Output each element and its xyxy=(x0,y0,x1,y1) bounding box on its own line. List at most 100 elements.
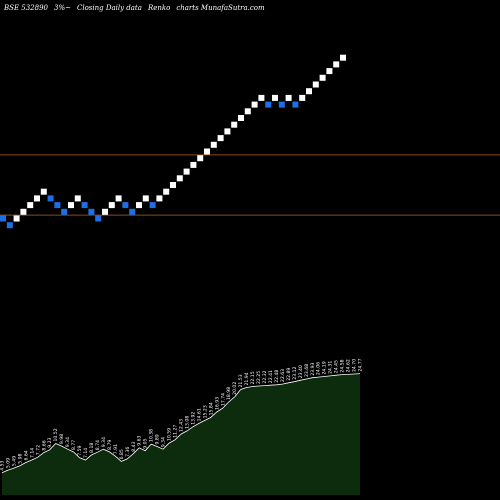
volume-label-32: 13.92 xyxy=(190,412,196,425)
volume-label-36: 16.93 xyxy=(214,397,220,410)
renko-brick-27 xyxy=(183,168,190,175)
volume-label-50: 23.40 xyxy=(298,365,304,378)
volume-label-13: 7.59 xyxy=(77,445,83,455)
renko-brick-11 xyxy=(74,195,81,202)
volume-labels: 4.53 5.09 5.49 5.98 6.64 7.14 7.72 8.66 9.2310.5… xyxy=(0,358,364,470)
renko-brick-8 xyxy=(54,202,61,209)
volume-label-59: 24.70 xyxy=(352,359,358,372)
renko-brick-33 xyxy=(224,128,231,135)
renko-brick-30 xyxy=(204,148,210,155)
level-lines xyxy=(0,154,500,216)
renko-brick-29 xyxy=(197,155,204,162)
renko-brick-48 xyxy=(326,68,333,75)
volume-label-46: 22.48 xyxy=(274,370,280,383)
renko-brick-12 xyxy=(81,202,88,209)
volume-label-34: 15.23 xyxy=(202,405,208,418)
volume-label-1: 5.09 xyxy=(6,458,12,468)
volume-label-55: 24.31 xyxy=(328,361,334,374)
volume-label-12: 8.77 xyxy=(71,440,77,450)
volume-label-57: 24.58 xyxy=(340,359,346,372)
renko-brick-46 xyxy=(312,81,319,88)
volume-label-39: 20.02 xyxy=(232,382,238,395)
volume-label-25: 10.38 xyxy=(149,429,155,442)
volume-label-53: 24.06 xyxy=(316,362,322,375)
renko-brick-26 xyxy=(176,175,183,182)
chart-header: BSE 532890 3%~ Closing Daily data Renko char… xyxy=(4,4,271,12)
volume-label-45: 22.41 xyxy=(268,370,274,383)
renko-brick-31 xyxy=(210,141,217,148)
volume-label-43: 22.25 xyxy=(256,371,262,384)
volume-label-44: 22.32 xyxy=(262,370,268,383)
change-label: 3%~ xyxy=(54,4,71,12)
renko-brick-17 xyxy=(115,195,122,202)
renko-brick-2 xyxy=(13,215,20,222)
volume-label-30: 12.43 xyxy=(179,419,185,432)
volume-label-5: 7.14 xyxy=(29,448,35,458)
renko-brick-36 xyxy=(244,108,251,115)
volume-label-47: 22.63 xyxy=(280,369,286,382)
data-type-label: Closing Daily data xyxy=(76,4,142,12)
volume-label-4: 6.64 xyxy=(23,450,29,460)
renko-brick-19 xyxy=(129,208,136,215)
volume-label-7: 8.66 xyxy=(41,440,47,450)
renko-brick-18 xyxy=(122,202,129,209)
renko-brick-32 xyxy=(217,135,224,142)
renko-brick-0 xyxy=(0,215,6,222)
renko-brick-13 xyxy=(88,208,95,215)
volume-label-23: 9.63 xyxy=(137,435,143,445)
volume-label-6: 7.72 xyxy=(35,445,41,455)
volume-label-52: 23.93 xyxy=(310,362,316,375)
volume-label-0: 4.53 xyxy=(0,460,6,470)
volume-label-21: 7.36 xyxy=(125,447,131,457)
renko-brick-23 xyxy=(156,195,163,202)
volume-label-2: 5.49 xyxy=(11,456,17,466)
volume-line xyxy=(1,373,361,474)
volume-area xyxy=(1,373,361,495)
renko-brick-1 xyxy=(6,222,13,229)
volume-label-56: 24.45 xyxy=(334,360,340,373)
renko-brick-5 xyxy=(34,195,40,202)
renko-brick-37 xyxy=(251,101,258,108)
volume-label-48: 22.89 xyxy=(286,368,292,381)
renko-brick-38 xyxy=(258,94,265,101)
volume-label-3: 5.98 xyxy=(17,453,23,463)
renko-brick-25 xyxy=(170,182,176,188)
volume-label-28: 10.59 xyxy=(167,428,173,441)
renko-brick-7 xyxy=(47,195,54,202)
renko-brick-9 xyxy=(61,208,68,215)
renko-brick-35 xyxy=(238,115,244,121)
renko-brick-43 xyxy=(292,101,299,108)
renko-brick-20 xyxy=(136,202,142,209)
renko-brick-15 xyxy=(102,208,108,215)
renko-brick-49 xyxy=(333,61,340,68)
renko-brick-24 xyxy=(163,188,170,195)
volume-label-10: 9.98 xyxy=(59,434,65,444)
volume-label-15: 8.18 xyxy=(89,443,95,453)
volume-label-14: 7.14 xyxy=(83,448,89,458)
volume-label-40: 21.53 xyxy=(238,374,244,387)
renko-brick-39 xyxy=(265,101,272,108)
renko-brick-50 xyxy=(340,54,346,61)
volume-label-26: 9.89 xyxy=(155,434,161,444)
volume-label-11: 9.34 xyxy=(65,437,71,447)
renko-brick-34 xyxy=(231,121,238,128)
renko-bricks xyxy=(0,54,346,229)
volume-label-49: 23.12 xyxy=(292,366,298,379)
volume-label-41: 21.94 xyxy=(244,372,250,385)
volume-label-16: 8.74 xyxy=(95,440,101,450)
volume-label-27: 9.34 xyxy=(161,437,167,447)
volume-label-37: 17.74 xyxy=(220,393,226,406)
volume-label-8: 9.23 xyxy=(47,437,53,447)
volume-label-9: 10.52 xyxy=(53,428,59,441)
volume-label-42: 22.15 xyxy=(250,371,256,384)
volume-label-60: 24.77 xyxy=(358,358,364,371)
renko-brick-21 xyxy=(142,195,149,202)
volume-label-58: 24.62 xyxy=(346,359,352,372)
volume-label-20: 6.85 xyxy=(119,449,125,459)
renko-brick-22 xyxy=(149,202,156,209)
renko-brick-45 xyxy=(306,88,312,95)
volume-label-22: 8.43 xyxy=(131,441,137,451)
renko-brick-47 xyxy=(319,74,326,81)
symbol-label: BSE 532890 xyxy=(4,4,48,12)
